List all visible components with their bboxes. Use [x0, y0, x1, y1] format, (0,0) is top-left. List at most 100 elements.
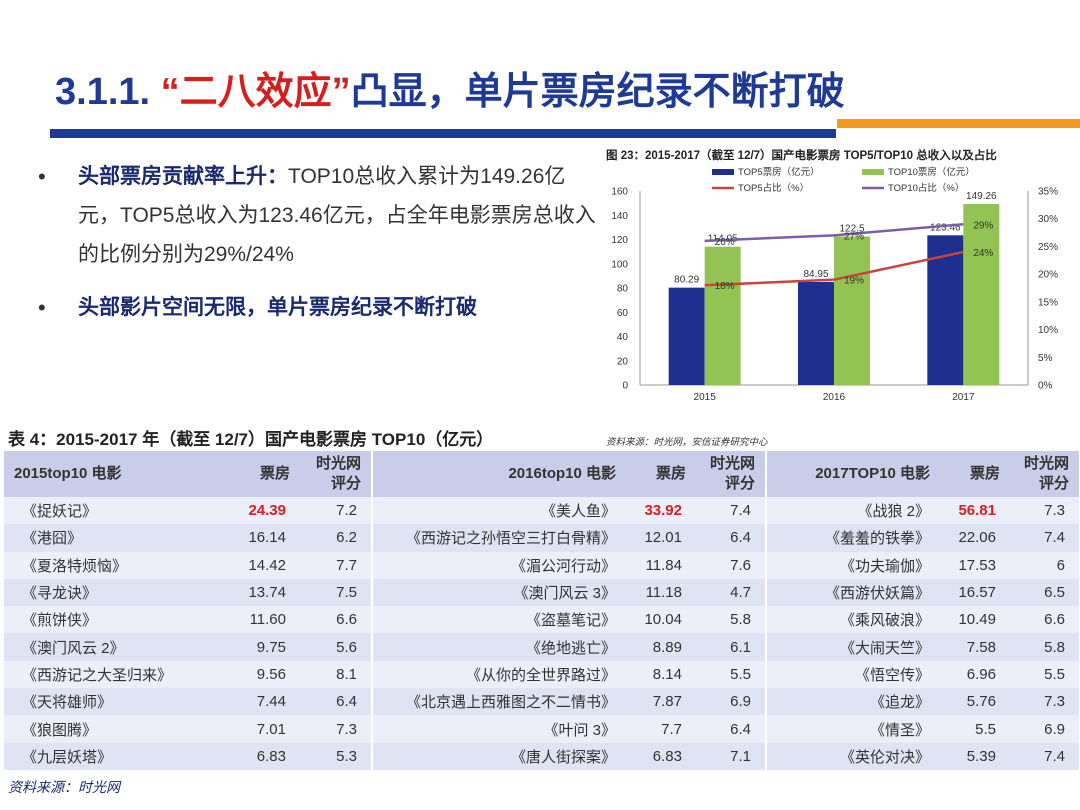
- rating-cell: 7.2: [300, 497, 373, 525]
- box-office-cell: 9.75: [212, 633, 300, 661]
- line-data-label: 24%: [973, 248, 993, 259]
- legend-swatch: [862, 169, 884, 175]
- x-tick-label: 2017: [952, 392, 975, 403]
- rating-cell: 6.4: [696, 715, 767, 743]
- box-office-cell: 6.83: [626, 742, 696, 770]
- left-tick-label: 60: [617, 308, 629, 319]
- bar-top5: [668, 287, 705, 385]
- rating-cell: 7.6: [696, 551, 767, 579]
- left-tick-label: 80: [617, 284, 629, 295]
- line-data-label: 27%: [844, 231, 864, 242]
- bar-data-label: 149.26: [966, 191, 997, 202]
- rating-cell: 6.6: [1010, 606, 1080, 634]
- rating-cell: 7.3: [1010, 688, 1080, 716]
- box-office-cell: 11.84: [626, 551, 696, 579]
- box-office-cell: 8.14: [626, 660, 696, 689]
- box-office-cell: 6.96: [940, 660, 1010, 689]
- movie-cell: 《西游伏妖篇》: [766, 578, 940, 607]
- box-office-cell: 22.06: [940, 524, 1010, 552]
- rating-cell: 7.4: [696, 497, 767, 525]
- header-movie: 2017TOP10 电影: [766, 451, 940, 497]
- table-source: 资料来源：时光网: [8, 779, 120, 795]
- movie-cell: 《西游记之孙悟空三打白骨精》: [372, 524, 626, 552]
- box-office-cell: 11.18: [626, 578, 696, 607]
- box-office-cell: 56.81: [940, 497, 1010, 525]
- movie-cell: 《天将雄师》: [4, 688, 212, 716]
- rating-cell: 6.1: [696, 633, 767, 661]
- rating-cell: 7.7: [300, 551, 373, 579]
- box-office-cell: 16.14: [212, 524, 300, 552]
- slide-title: 3.1.1. “二八效应”凸显，单片票房纪录不断打破: [55, 60, 845, 115]
- x-tick-label: 2015: [694, 392, 717, 403]
- movie-cell: 《从你的全世界路过》: [372, 660, 626, 689]
- line-top5-share: [704, 250, 964, 287]
- rating-cell: 6.5: [1010, 578, 1080, 607]
- movie-cell: 《乘风破浪》: [766, 606, 940, 634]
- bar-top5: [927, 235, 964, 385]
- rating-cell: 6.4: [300, 688, 373, 716]
- right-tick-label: 25%: [1038, 242, 1058, 253]
- table-row: 《港囧》 16.14 6.2 《西游记之孙悟空三打白骨精》 12.01 6.4 《羞羞的铁拳…: [4, 524, 1080, 552]
- movie-cell: 《情圣》: [766, 715, 940, 743]
- movie-cell: 《大闹天竺》: [766, 633, 940, 661]
- movie-cell: 《战狼 2》: [766, 497, 940, 525]
- header-box-office: 票房: [626, 451, 696, 497]
- line-data-label: 29%: [973, 220, 993, 231]
- line-top10-share: [704, 223, 964, 243]
- line-data-label: 18%: [715, 281, 735, 292]
- box-office-cell: 7.44: [212, 688, 300, 716]
- bullet-marker-2: •: [38, 295, 46, 320]
- rating-cell: 5.8: [1010, 633, 1080, 661]
- bullet-1: 头部票房贡献率上升：TOP10总收入累计为149.26亿元，TOP5总收入为12…: [78, 157, 598, 274]
- left-tick-label: 40: [617, 332, 629, 343]
- x-tick-label: 2016: [823, 392, 846, 403]
- rating-cell: 7.5: [300, 578, 373, 607]
- legend-label: TOP5占比（%）: [738, 182, 809, 194]
- right-tick-label: 5%: [1038, 353, 1053, 364]
- right-tick-label: 30%: [1038, 214, 1058, 225]
- bar-data-label: 123.46: [930, 222, 961, 233]
- table-row: 《九层妖塔》 6.83 5.3 《唐人街探案》 6.83 7.1 《英伦对决》 5.39 7.4: [4, 742, 1080, 770]
- rating-cell: 6: [1010, 551, 1080, 579]
- rating-cell: 7.3: [300, 715, 373, 743]
- rating-cell: 7.1: [696, 742, 767, 770]
- movie-cell: 《九层妖塔》: [4, 742, 212, 770]
- box-office-cell: 11.60: [212, 606, 300, 634]
- header-box-office: 票房: [212, 451, 300, 497]
- box-office-cell: 33.92: [626, 497, 696, 525]
- box-office-chart: 0 20 40 60 80 100 120 140 160 0% 5% 10% 15% 20% 25% 30%…: [611, 166, 1058, 403]
- bar-top10: [834, 236, 870, 385]
- figure-caption: 图 23：2015-2017（截至 12/7）国产电影票房 TOP5/TOP10…: [606, 150, 997, 162]
- header-box-office: 票房: [940, 451, 1010, 497]
- box-office-cell: 7.58: [940, 633, 1010, 661]
- rating-cell: 5.5: [1010, 660, 1080, 689]
- header-movie: 2015top10 电影: [4, 451, 212, 497]
- rating-cell: 7.3: [1010, 497, 1080, 525]
- table-row: 《捉妖记》 24.39 7.2 《美人鱼》 33.92 7.4 《战狼 2》 56.81 7.3: [4, 497, 1080, 525]
- table-row: 《煎饼侠》 11.60 6.6 《盗墓笔记》 10.04 5.8 《乘风破浪》 10.49 6.…: [4, 606, 1080, 634]
- left-tick-label: 140: [611, 211, 628, 222]
- rating-cell: 6.2: [300, 524, 373, 552]
- box-office-cell: 7.01: [212, 715, 300, 743]
- left-tick-label: 0: [622, 381, 628, 392]
- rating-cell: 8.1: [300, 660, 373, 689]
- movie-cell: 《叶问 3》: [372, 715, 626, 743]
- box-office-cell: 5.76: [940, 688, 1010, 716]
- table-row: 《夏洛特烦恼》 14.42 7.7 《湄公河行动》 11.84 7.6 《功夫瑜伽》 17.5…: [4, 551, 1080, 579]
- movie-cell: 《追龙》: [766, 688, 940, 716]
- movie-cell: 《澳门风云 2》: [4, 633, 212, 661]
- box-office-cell: 14.42: [212, 551, 300, 579]
- movie-cell: 《英伦对决》: [766, 742, 940, 770]
- figure-source: 资料来源：时光网，安信证券研究中心: [606, 437, 768, 448]
- table-row: 《寻龙诀》 13.74 7.5 《澳门风云 3》 11.18 4.7 《西游伏妖篇》 16.5…: [4, 578, 1080, 607]
- movie-cell: 《北京遇上西雅图之不二情书》: [372, 688, 626, 716]
- table-row: 《狼图腾》 7.01 7.3 《叶问 3》 7.7 6.4 《情圣》 5.5 6.9: [4, 715, 1080, 743]
- bullet-1-bold: 头部票房贡献率上升：: [78, 165, 288, 188]
- box-office-cell: 7.7: [626, 715, 696, 743]
- movie-cell: 《澳门风云 3》: [372, 578, 626, 607]
- header-movie: 2016top10 电影: [372, 451, 626, 497]
- title-prefix: 3.1.1.: [55, 71, 161, 113]
- rating-cell: 5.3: [300, 742, 373, 770]
- rating-cell: 4.7: [696, 578, 767, 607]
- table-row: 《澳门风云 2》 9.75 5.6 《绝地逃亡》 8.89 6.1 《大闹天竺》 7.58 5.…: [4, 633, 1080, 661]
